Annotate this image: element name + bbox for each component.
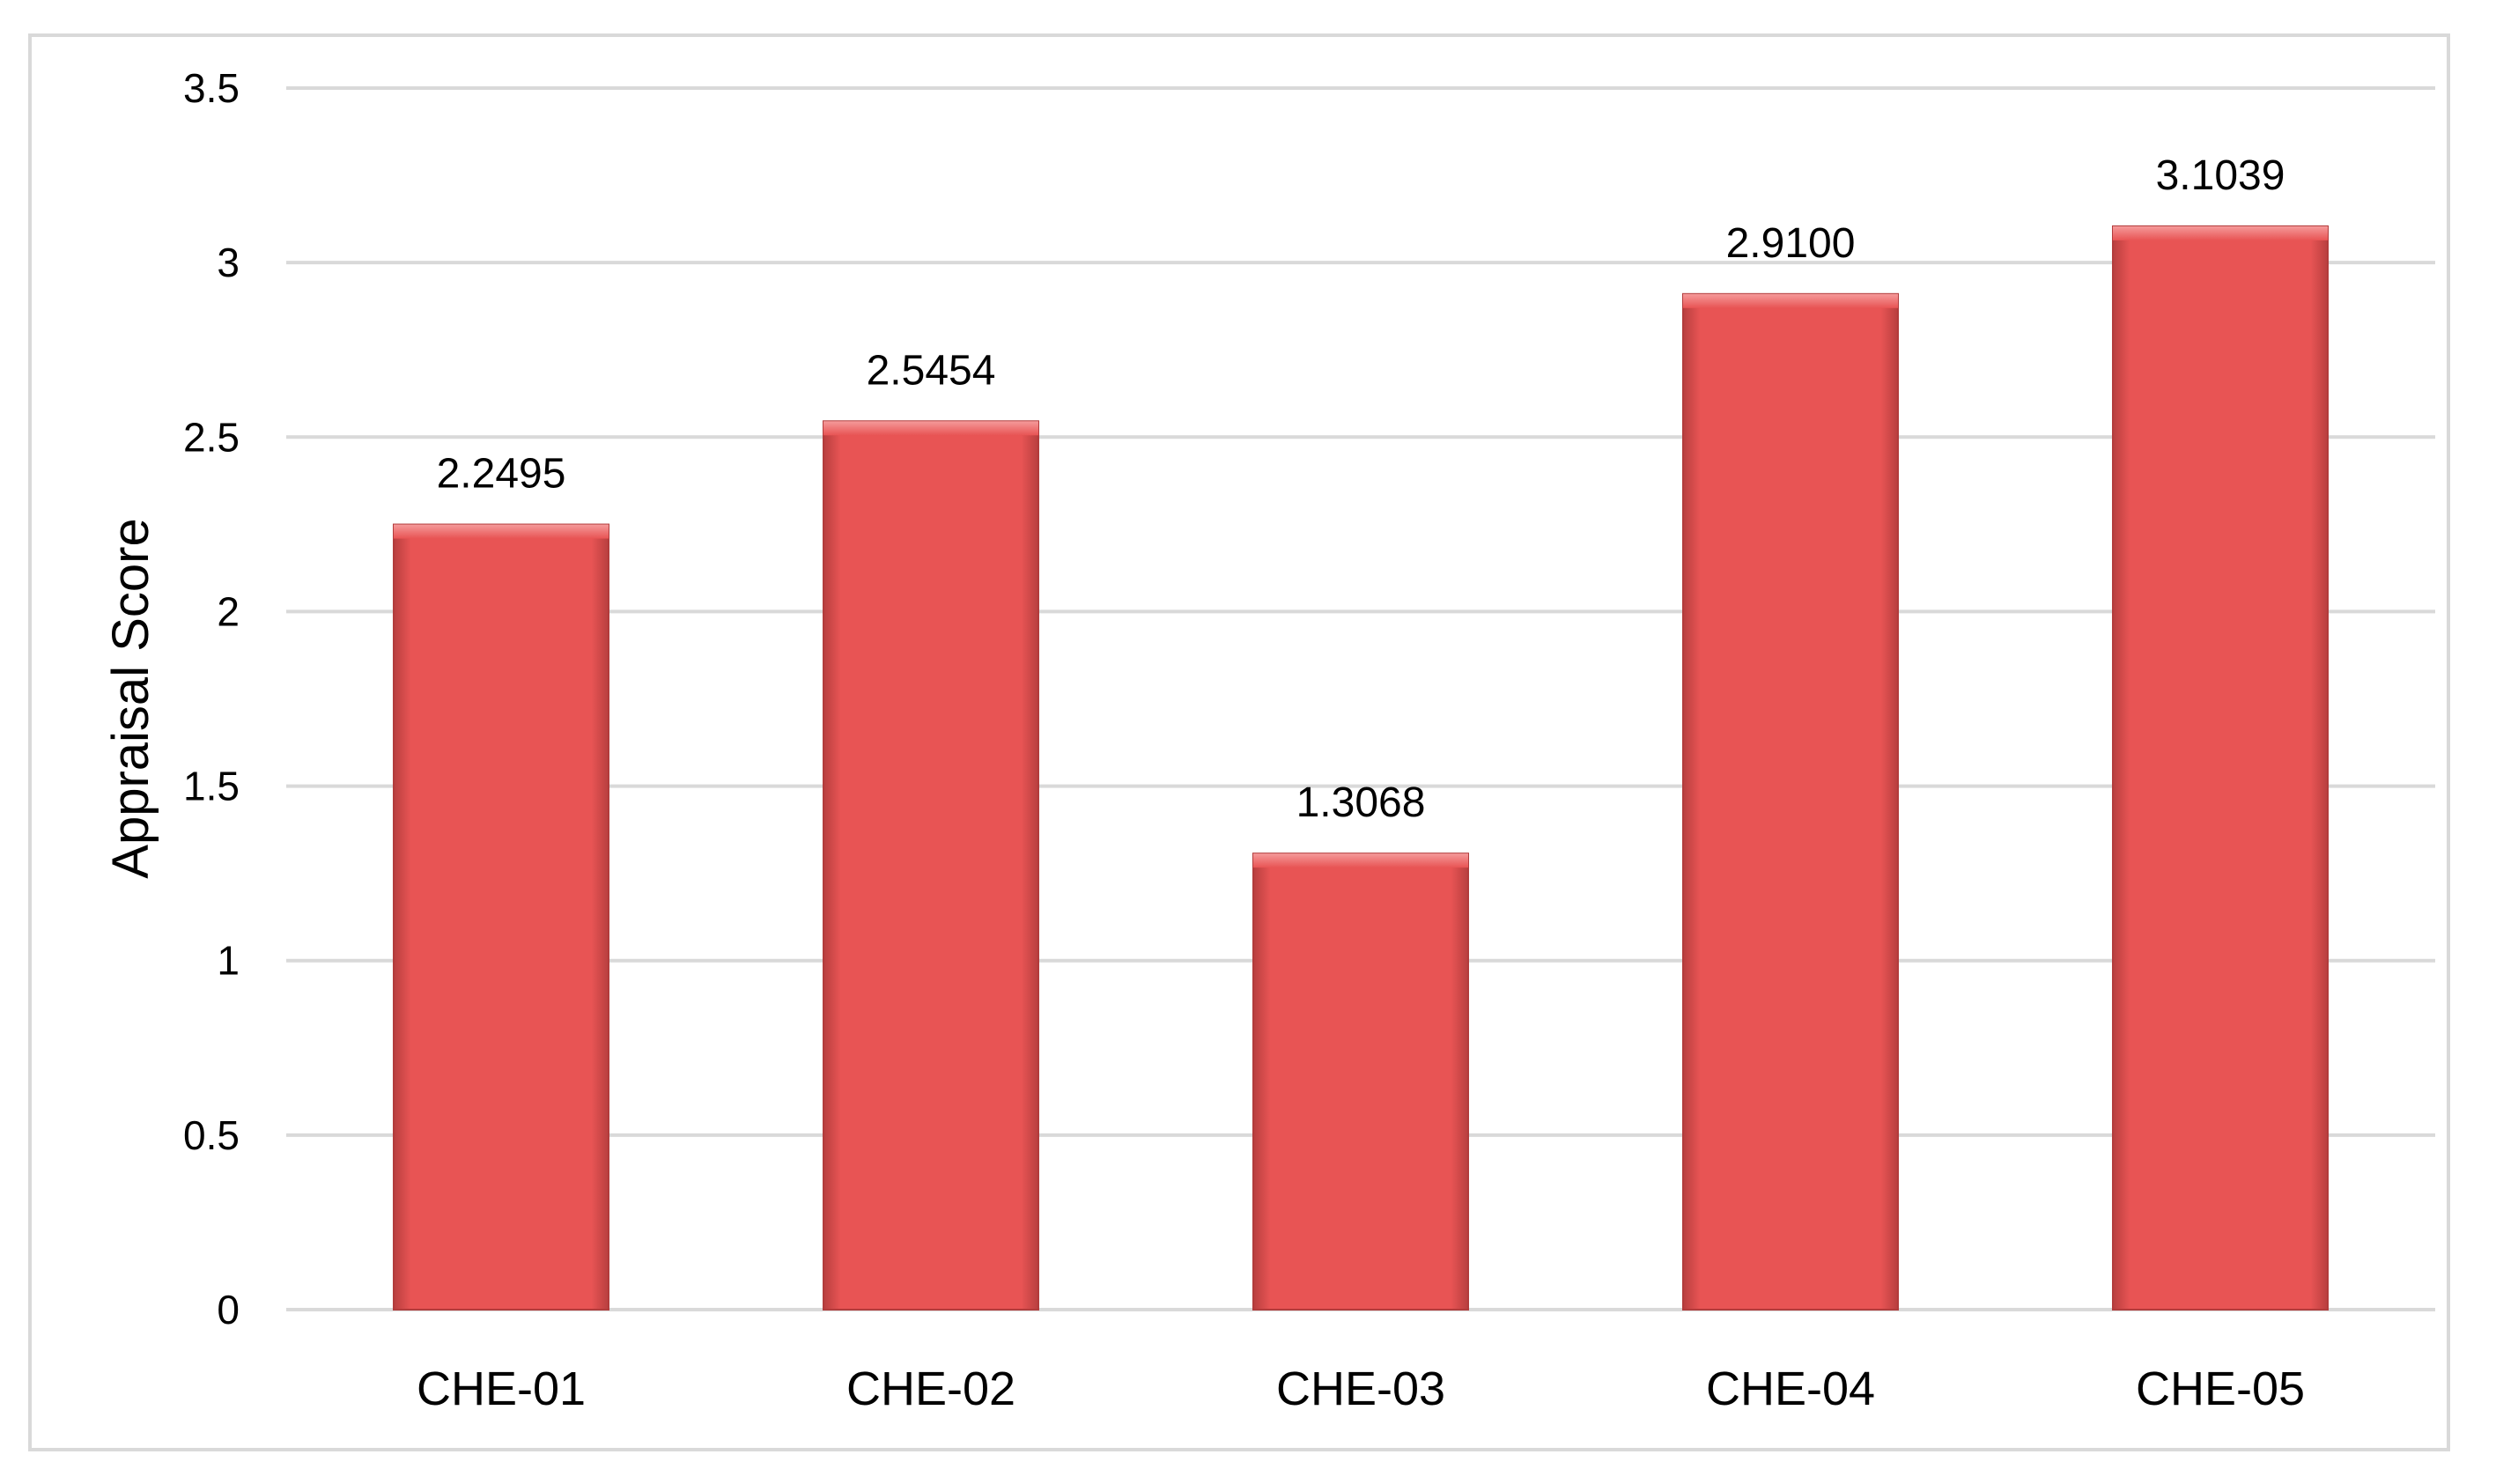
x-category-label: CHE-05 xyxy=(2136,1362,2305,1415)
bar xyxy=(393,523,609,1310)
y-tick-label: 1 xyxy=(217,938,240,984)
data-label: 2.5454 xyxy=(867,347,996,394)
y-tick-label: 2 xyxy=(217,588,240,634)
bar xyxy=(823,420,1039,1310)
y-axis-label: Appraisal Score xyxy=(102,518,159,878)
data-labels: 2.2495 2.5454 1.3068 2.9100 3.1039 xyxy=(437,152,2285,826)
y-tick-label: 1.5 xyxy=(183,764,240,809)
y-tick-label: 0.5 xyxy=(183,1112,240,1158)
x-category-label: CHE-03 xyxy=(1276,1362,1445,1415)
bar-highlight xyxy=(394,524,609,539)
bar-highlight xyxy=(2113,225,2328,240)
data-label: 3.1039 xyxy=(2156,152,2285,199)
bar xyxy=(1252,853,1469,1310)
y-tick-label: 3 xyxy=(217,240,240,285)
bar-highlight xyxy=(1253,853,1468,868)
gridlines xyxy=(286,86,2435,1311)
x-category-label: CHE-02 xyxy=(846,1362,1015,1415)
data-label: 2.9100 xyxy=(1726,220,1856,267)
bar xyxy=(1682,292,1899,1310)
y-tick-label: 0 xyxy=(217,1287,240,1333)
data-label: 1.3068 xyxy=(1296,779,1426,826)
bars xyxy=(393,225,2329,1311)
x-category-label: CHE-01 xyxy=(417,1362,586,1415)
y-axis-ticks: 0 0.5 1 1.5 2 2.5 3 3.5 xyxy=(183,65,240,1333)
bar xyxy=(2112,225,2329,1311)
y-tick-label: 3.5 xyxy=(183,65,240,111)
y-tick-label: 2.5 xyxy=(183,414,240,460)
bar-highlight xyxy=(823,421,1038,436)
bar-highlight xyxy=(1683,293,1898,308)
data-label: 2.2495 xyxy=(437,451,566,498)
x-category-label: CHE-04 xyxy=(1706,1362,1875,1415)
x-axis-categories: CHE-01 CHE-02 CHE-03 CHE-04 CHE-05 xyxy=(417,1362,2305,1415)
